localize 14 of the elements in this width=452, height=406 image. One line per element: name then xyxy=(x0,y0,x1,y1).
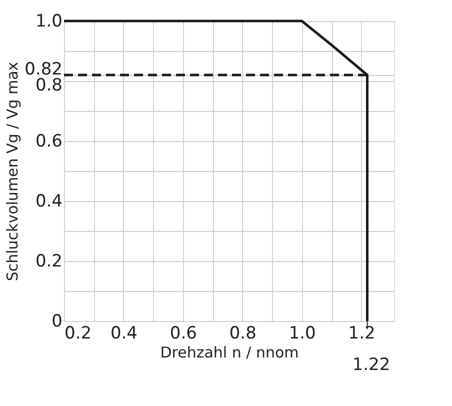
x-tick-label: 0.4 xyxy=(110,324,138,344)
y-tick-label: 0 xyxy=(52,312,62,332)
y-tick-label: 1.0 xyxy=(35,12,62,32)
x-tick-label: 0.8 xyxy=(229,324,256,344)
x-tick-label: 1.0 xyxy=(288,324,316,344)
y-tick-label: 0.4 xyxy=(35,192,62,212)
y-tick-label: 0.6 xyxy=(35,132,62,152)
x-tick-label: 0.2 xyxy=(64,324,92,344)
x-tick-label: 1.2 xyxy=(348,324,376,344)
x-axis-title: Drehzahl n / nnom xyxy=(160,344,299,362)
x-tick-label: 0.6 xyxy=(170,324,197,344)
y-tick-label: 0.2 xyxy=(35,252,62,272)
y-axis-title: Schluckvolumen Vg / Vg max xyxy=(4,62,22,282)
annotation: 1.22 xyxy=(352,355,390,375)
